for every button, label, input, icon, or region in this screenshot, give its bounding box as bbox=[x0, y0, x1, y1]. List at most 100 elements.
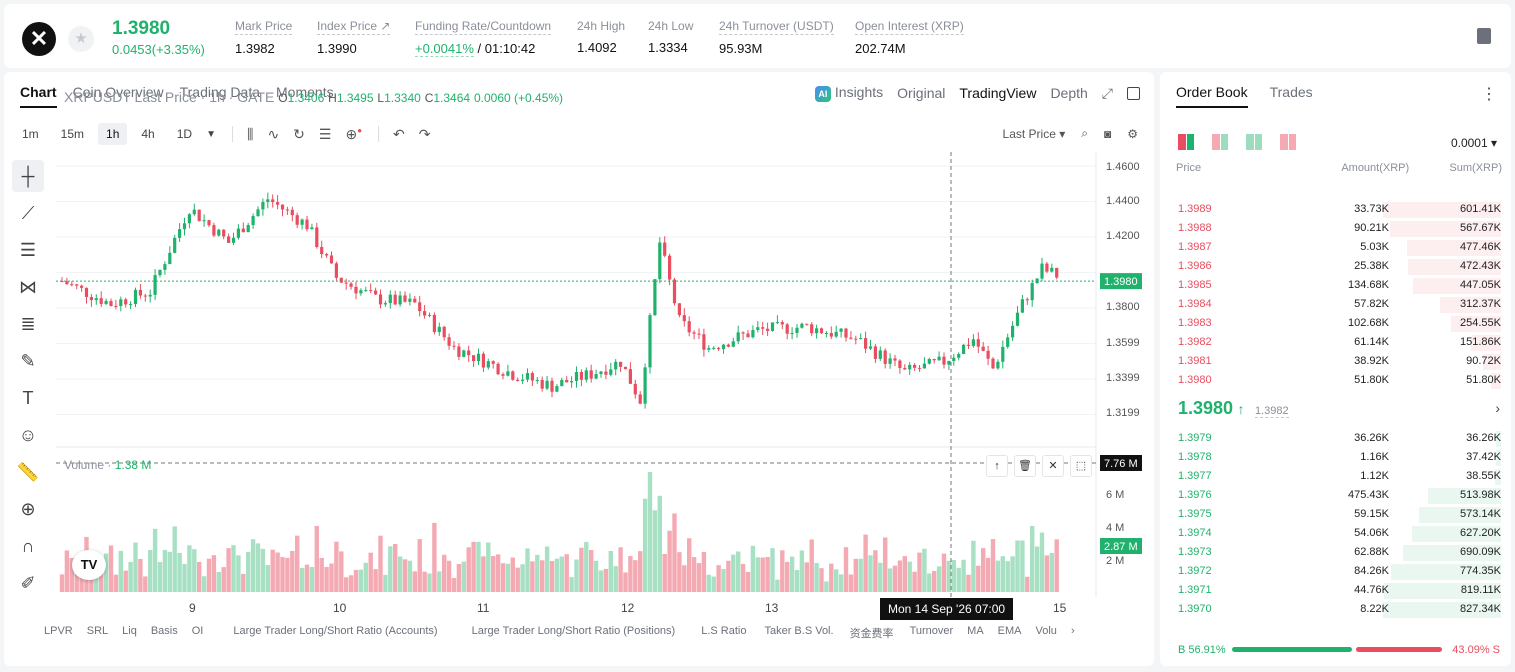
gear-icon[interactable]: ⚙ bbox=[1127, 126, 1138, 141]
undo-icon[interactable]: ↶ bbox=[393, 125, 405, 142]
volume-bar bbox=[402, 559, 408, 592]
indicator-ema[interactable]: EMA bbox=[997, 625, 1022, 637]
indicator-srl[interactable]: SRL bbox=[86, 625, 109, 637]
ask-row[interactable]: 1.3989 33.73K 601.41K bbox=[1160, 200, 1511, 219]
indicator-large-trader-positions[interactable]: Large Trader Long/Short Ratio (Positions… bbox=[471, 625, 676, 637]
interval-1d[interactable]: 1D bbox=[176, 127, 193, 141]
ask-row[interactable]: 1.3982 61.14K 151.86K bbox=[1160, 333, 1511, 352]
ask-row[interactable]: 1.3987 5.03K 477.46K bbox=[1160, 238, 1511, 257]
tradingview-logo-icon[interactable]: TV bbox=[72, 550, 106, 580]
funding-rate-stat[interactable]: Funding Rate/Countdown +0.0041% / 01:10:… bbox=[415, 19, 552, 57]
indicator-liq[interactable]: Liq bbox=[122, 625, 137, 637]
brush-tool-icon[interactable]: ✎ bbox=[20, 351, 36, 371]
tab-original[interactable]: Original bbox=[897, 85, 946, 101]
chevron-right-icon[interactable]: › bbox=[1070, 625, 1075, 637]
zoom-tool-icon[interactable]: ⊕ bbox=[20, 499, 36, 519]
emoji-tool-icon[interactable]: ☺ bbox=[18, 425, 38, 445]
ask-row[interactable]: 1.3981 38.92K 90.72K bbox=[1160, 352, 1511, 371]
ask-row[interactable]: 1.3985 134.68K 447.05K bbox=[1160, 276, 1511, 295]
replay-icon[interactable]: ↻ bbox=[293, 125, 305, 142]
text-tool-icon[interactable]: T bbox=[22, 388, 34, 408]
channel-tool-icon[interactable]: ☰ bbox=[19, 240, 37, 260]
tab-depth[interactable]: Depth bbox=[1050, 85, 1088, 101]
bid-row[interactable]: 1.3974 54.06K 627.20K bbox=[1160, 524, 1511, 543]
indicator-ls-ratio[interactable]: L.S Ratio bbox=[701, 625, 747, 637]
mark-price-stat[interactable]: Mark Price 1.3982 bbox=[235, 19, 293, 56]
templates-icon[interactable]: ☰ bbox=[318, 125, 332, 142]
bid-row[interactable]: 1.3976 475.43K 513.98K bbox=[1160, 486, 1511, 505]
fibonacci-tool-icon[interactable]: ≣ bbox=[20, 314, 36, 334]
interval-dropdown-icon[interactable]: ▼ bbox=[206, 128, 216, 140]
indicator-basis[interactable]: Basis bbox=[150, 625, 178, 637]
bid-row[interactable]: 1.3979 36.26K 36.26K bbox=[1160, 429, 1511, 448]
chevron-right-icon[interactable]: › bbox=[1495, 400, 1500, 416]
tab-tradingview[interactable]: TradingView bbox=[959, 85, 1037, 101]
indicator-volume[interactable]: Volu bbox=[1035, 625, 1057, 637]
depth-bar bbox=[1383, 602, 1501, 618]
indicator-lpvr[interactable]: LPVR bbox=[44, 625, 73, 637]
price-type-select[interactable]: Last Price ▾ bbox=[1002, 126, 1066, 141]
more-vertical-icon[interactable]: ⋮ bbox=[1481, 86, 1497, 103]
redo-icon[interactable]: ↷ bbox=[418, 125, 431, 142]
open-interest-stat[interactable]: Open Interest (XRP) 202.74M bbox=[855, 19, 964, 56]
bid-row[interactable]: 1.3978 1.16K 37.42K bbox=[1160, 448, 1511, 467]
ask-row[interactable]: 1.3986 25.38K 472.43K bbox=[1160, 257, 1511, 276]
ask-row[interactable]: 1.3983 102.68K 254.55K bbox=[1160, 314, 1511, 333]
volume-bar bbox=[535, 554, 540, 592]
volume-bar bbox=[466, 547, 471, 592]
price-chart[interactable]: 1.4600 1.4400 1.4200 1.3980 1.3800 1.3599 1.33… bbox=[56, 152, 1156, 672]
indicators-icon[interactable]: ∿ bbox=[267, 125, 280, 142]
interval-15m[interactable]: 15m bbox=[60, 127, 85, 141]
collapse-icon[interactable]: ✕ bbox=[1042, 455, 1064, 477]
indicator-oi[interactable]: OI bbox=[191, 625, 204, 637]
indicator-large-trader-accounts[interactable]: Large Trader Long/Short Ratio (Accounts) bbox=[233, 625, 438, 637]
notebook-icon[interactable] bbox=[1477, 28, 1491, 44]
favorite-star-icon[interactable]: ★ bbox=[68, 26, 94, 52]
indicator-taker-vol[interactable]: Taker B.S Vol. bbox=[764, 625, 834, 637]
move-up-icon[interactable]: ↑ bbox=[986, 455, 1008, 477]
bid-row[interactable]: 1.3972 84.26K 774.35K bbox=[1160, 562, 1511, 581]
magnet-tool-icon[interactable]: ∩ bbox=[21, 536, 35, 556]
ask-row[interactable]: 1.3980 51.80K 51.80K bbox=[1160, 371, 1511, 390]
crosshair-tool-icon[interactable]: ┼ bbox=[12, 160, 44, 192]
maximize-icon[interactable]: ⬚ bbox=[1070, 455, 1092, 477]
interval-1m[interactable]: 1m bbox=[22, 127, 39, 141]
view-asks-icon[interactable] bbox=[1280, 134, 1296, 150]
trendline-tool-icon[interactable]: ⟋ bbox=[21, 203, 35, 223]
add-indicator-icon[interactable]: ⊕● bbox=[345, 125, 363, 142]
tab-order-book[interactable]: Order Book bbox=[1176, 84, 1248, 108]
bid-row[interactable]: 1.3971 44.76K 819.11K bbox=[1160, 581, 1511, 600]
index-price-stat[interactable]: Index Price ↗ 1.3990 bbox=[317, 19, 391, 56]
trash-icon[interactable]: 🗑 bbox=[1014, 455, 1036, 477]
tab-chart[interactable]: Chart bbox=[20, 84, 57, 108]
view-bids-icon[interactable] bbox=[1246, 134, 1262, 150]
camera-icon[interactable]: ◙ bbox=[1103, 126, 1112, 141]
pencil-lock-icon[interactable]: ✐ bbox=[20, 573, 36, 593]
search-icon[interactable]: ⌕ bbox=[1081, 126, 1088, 140]
pattern-tool-icon[interactable]: ⋈ bbox=[19, 277, 37, 297]
tab-moments[interactable]: Moments bbox=[276, 84, 334, 100]
turnover-24h-stat[interactable]: 24h Turnover (USDT) 95.93M bbox=[719, 19, 834, 56]
indicator-turnover[interactable]: Turnover bbox=[909, 625, 954, 637]
interval-4h[interactable]: 4h bbox=[141, 127, 155, 141]
interval-1h[interactable]: 1h bbox=[98, 123, 128, 145]
tab-insights[interactable]: AI Insights bbox=[814, 84, 883, 102]
ask-row[interactable]: 1.3988 90.21K 567.67K bbox=[1160, 219, 1511, 238]
tab-trades[interactable]: Trades bbox=[1269, 84, 1313, 100]
ruler-tool-icon[interactable]: 📏 bbox=[16, 462, 40, 482]
view-split-icon[interactable] bbox=[1212, 134, 1228, 150]
candle-type-icon[interactable]: ⫼ bbox=[246, 125, 254, 142]
precision-select[interactable]: 0.0001 ▾ bbox=[1450, 136, 1497, 150]
ask-row[interactable]: 1.3984 57.82K 312.37K bbox=[1160, 295, 1511, 314]
indicator-funding-rate[interactable]: 资金费率 bbox=[849, 628, 894, 640]
tab-coin-overview[interactable]: Coin Overview bbox=[72, 84, 164, 100]
bid-row[interactable]: 1.3977 1.12K 38.55K bbox=[1160, 467, 1511, 486]
bid-row[interactable]: 1.3973 62.88K 690.09K bbox=[1160, 543, 1511, 562]
bid-row[interactable]: 1.3970 8.22K 827.34K bbox=[1160, 600, 1511, 619]
view-both-icon[interactable] bbox=[1178, 134, 1194, 150]
window-icon[interactable] bbox=[1127, 86, 1140, 100]
bid-row[interactable]: 1.3975 59.15K 573.14K bbox=[1160, 505, 1511, 524]
tab-trading-data[interactable]: Trading Data bbox=[179, 84, 261, 100]
indicator-ma[interactable]: MA bbox=[967, 625, 984, 637]
expand-icon[interactable]: ⤢ bbox=[1101, 84, 1113, 101]
